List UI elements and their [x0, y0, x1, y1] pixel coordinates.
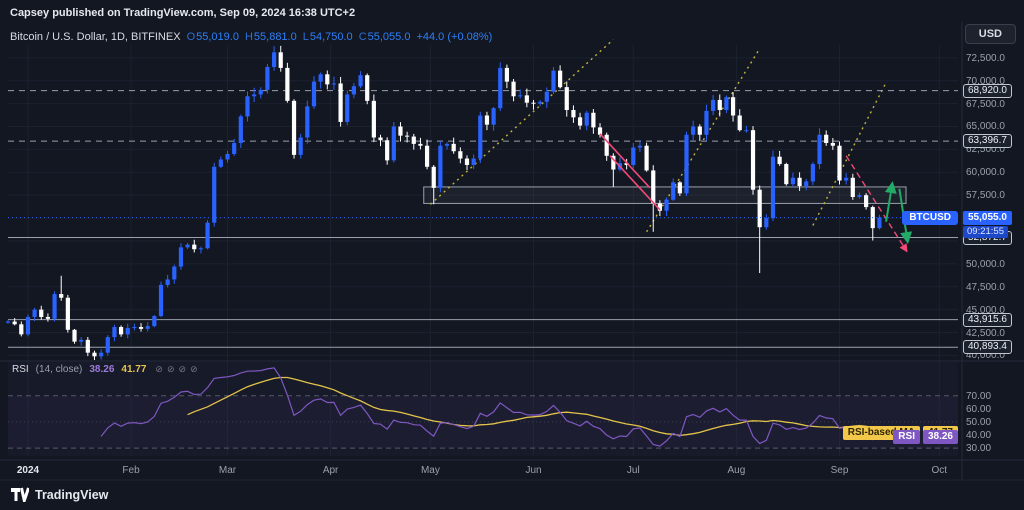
rsi-legend: RSI (14, close) 38.26 41.77 ⊘ ⊘ ⊘ ⊘	[12, 364, 198, 375]
rsi-pane[interactable]	[8, 362, 958, 456]
price-change: +44.0 (+0.08%)	[416, 31, 493, 43]
rsi-ma-line	[187, 376, 880, 437]
symbol-badge: BTCUSD	[902, 210, 958, 225]
tradingview-brand-text: TradingView	[35, 487, 109, 502]
ohlc-close: C55,055.0	[358, 31, 411, 43]
currency-usd-button[interactable]: USD	[964, 24, 1016, 44]
rsi-title[interactable]: RSI	[12, 364, 29, 375]
level-price-badge: 68,920.0	[963, 83, 1012, 98]
rsi-axis-label: 40.00	[966, 430, 992, 441]
time-axis-label: Oct	[931, 465, 948, 476]
price-axis-label: 42,500.0	[966, 327, 1005, 339]
rsi-axis-label: 60.00	[966, 403, 992, 415]
rsi-badge-value: 38.26	[922, 430, 958, 445]
projection-arrow	[845, 155, 908, 253]
rsi-badge-label: RSI	[893, 430, 920, 445]
rsi-value-badge: RSI 38.26	[893, 430, 958, 445]
rsi-axis-label: 30.00	[966, 443, 992, 455]
time-axis-label: Mar	[218, 465, 237, 476]
price-axis-label: 72,500.0	[966, 52, 1005, 64]
price-axis-label: 67,500.0	[966, 98, 1005, 110]
level-price-badge: 43,915.6	[963, 312, 1012, 327]
rsi-line	[100, 367, 880, 447]
settings-icon[interactable]: ⊘	[166, 364, 175, 374]
time-axis-label: May	[420, 465, 440, 476]
price-axis-label: 50,000.0	[966, 258, 1005, 270]
countdown-badge: 09:21:55	[963, 225, 1008, 238]
level-price-badge: 40,893.4	[963, 340, 1012, 355]
price-badge: 55,055.0	[963, 210, 1012, 225]
rsi-last-value: 38.26	[89, 364, 115, 375]
trendline	[645, 48, 761, 233]
price-axis-label: 57,500.0	[966, 190, 1005, 202]
time-axis-label: Apr	[322, 465, 339, 476]
time-axis-label: Sep	[830, 465, 849, 476]
attribution-text: Capsey published on TradingView.com, Sep…	[10, 7, 356, 19]
level-price-badge: 63,396.7	[963, 134, 1012, 149]
rsi-ma-last-value: 41.77	[121, 364, 147, 375]
price-axis-label: 60,000.0	[966, 167, 1005, 179]
symbol-title[interactable]: Bitcoin / U.S. Dollar, 1D, BITFINEX	[10, 31, 181, 43]
price-axis-label: 47,500.0	[966, 281, 1005, 293]
rsi-axis-label: 70.00	[966, 390, 992, 402]
price-levels[interactable]	[8, 90, 958, 348]
symbol-legend: Bitcoin / U.S. Dollar, 1D, BITFINEX O55,…	[10, 31, 492, 43]
flag-line	[609, 155, 661, 211]
time-axis-label: Aug	[727, 465, 746, 476]
time-axis-label: 2024	[16, 465, 40, 476]
ohlc-high: H55,881.0	[244, 31, 297, 43]
time-axis-label: Feb	[122, 465, 140, 476]
time-axis-label: Jun	[525, 465, 542, 476]
price-axis-label: 62,500.0	[966, 144, 1005, 156]
ohlc-low: L54,750.0	[302, 31, 353, 43]
gridlines	[8, 45, 958, 456]
tradingview-logo-icon	[11, 487, 29, 502]
price-axis-label: 45,000.0	[966, 304, 1005, 316]
tradingview-logo[interactable]: TradingView	[10, 487, 108, 502]
flag-line	[599, 133, 651, 189]
more-icon[interactable]: ⊘	[190, 364, 198, 374]
rsi-params: (14, close)	[35, 364, 83, 375]
candlesticks[interactable]	[5, 45, 882, 360]
rsi-axis-label: 50.00	[966, 416, 992, 428]
trendline	[429, 38, 614, 205]
up-arrow	[884, 181, 897, 222]
time-axis[interactable]: 2024 Feb Mar Apr May Jun Jul Aug Sep Oct	[0, 465, 1024, 480]
price-axis-label: 70,000.0	[966, 75, 1005, 87]
trendline	[812, 82, 887, 226]
price-axis-label: 65,000.0	[966, 121, 1005, 133]
hide-icon[interactable]: ⊘	[155, 364, 163, 374]
delete-icon[interactable]: ⊘	[178, 364, 187, 374]
time-axis-label: Jul	[626, 465, 640, 476]
ohlc-open: O55,019.0	[186, 31, 239, 43]
price-axis-label: 40,000.0	[966, 350, 1005, 362]
